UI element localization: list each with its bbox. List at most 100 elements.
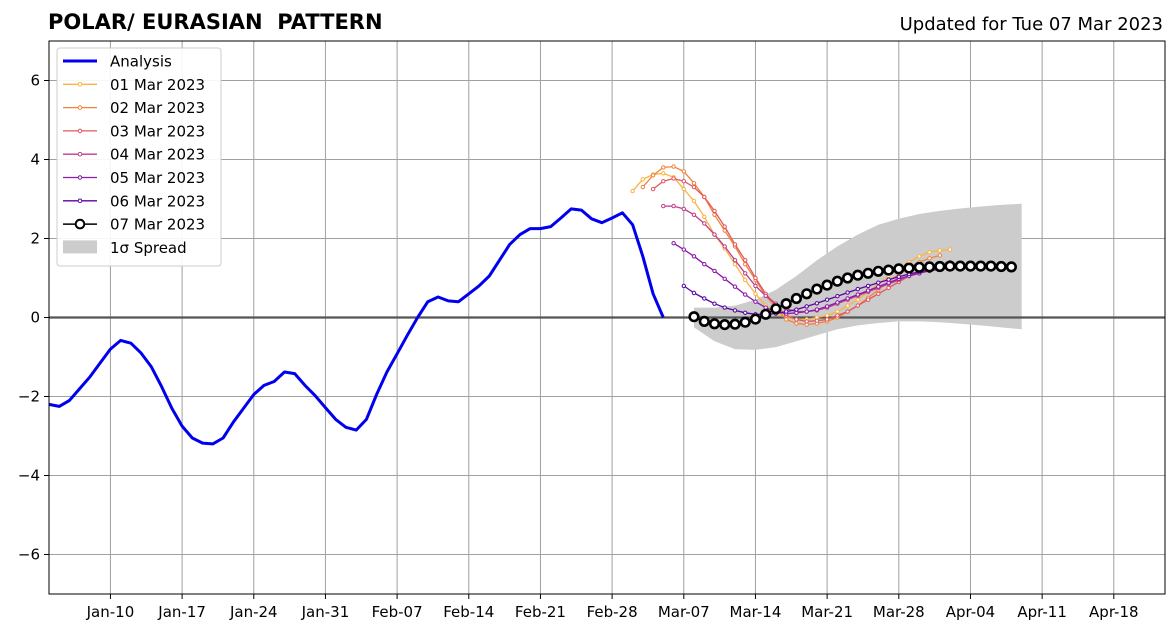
series-point — [835, 309, 840, 314]
x-tick-label: Feb-21 — [515, 603, 566, 621]
series-06-mar-2023 — [681, 264, 953, 317]
series-point — [671, 203, 676, 209]
legend-swatch-marker — [77, 151, 83, 157]
series-point — [650, 173, 656, 178]
series-point — [862, 267, 874, 279]
series-point — [712, 268, 717, 274]
series-point — [804, 304, 809, 309]
series-point — [855, 297, 860, 302]
series-point — [780, 298, 792, 310]
series-point — [681, 247, 686, 252]
series-point — [739, 316, 751, 328]
x-tick-label: Mar-21 — [801, 603, 853, 621]
series-point — [753, 283, 758, 289]
legend-item: 03 Mar 2023 — [63, 122, 205, 140]
series-point — [790, 292, 803, 305]
series-point — [876, 284, 881, 289]
series-point — [753, 299, 758, 304]
series-point — [743, 292, 748, 297]
series-point — [831, 275, 844, 287]
series-point — [947, 247, 953, 252]
series-point — [876, 280, 881, 285]
legend-swatch-patch — [63, 240, 97, 254]
series-point — [937, 248, 942, 253]
series-point — [886, 277, 891, 282]
series-point — [937, 253, 942, 258]
series-point — [804, 309, 809, 314]
series-point — [702, 221, 707, 226]
legend-item: 04 Mar 2023 — [63, 146, 205, 164]
series-point — [824, 304, 830, 309]
series-point — [985, 260, 997, 272]
series-point — [691, 181, 697, 186]
series-point — [681, 169, 686, 174]
series-point — [732, 262, 738, 267]
series-point — [865, 283, 871, 289]
series-point — [763, 293, 768, 298]
legend-swatch-marker — [77, 128, 83, 134]
series-point — [927, 250, 932, 255]
series-point — [954, 260, 966, 272]
legend-item: 02 Mar 2023 — [63, 99, 205, 117]
series-point — [845, 309, 850, 314]
legend-label: Analysis — [110, 53, 172, 71]
x-tick-label: Mar-07 — [658, 603, 710, 621]
series-point — [732, 284, 738, 289]
series-point — [845, 290, 850, 295]
series-point — [1005, 261, 1018, 273]
legend-swatch-marker — [77, 175, 83, 180]
series-point — [650, 186, 656, 192]
series-point — [794, 317, 799, 322]
series-point — [743, 258, 748, 263]
y-tick-label: 2 — [30, 230, 40, 248]
x-tick-label: Mar-28 — [873, 603, 925, 621]
series-07-mar-2023 — [688, 260, 1018, 331]
series-point — [811, 283, 823, 295]
legend-item: 05 Mar 2023 — [63, 169, 205, 187]
series-point — [753, 275, 758, 281]
x-tick-label: Jan-17 — [157, 603, 206, 621]
series-point — [732, 258, 738, 263]
legend-label: 1σ Spread — [110, 239, 187, 257]
x-tick-label: Apr-18 — [1089, 603, 1139, 621]
series-point — [872, 265, 884, 277]
series-point — [855, 292, 860, 297]
series-point — [722, 224, 727, 229]
series-point — [681, 283, 686, 289]
legend-swatch-marker — [77, 105, 83, 110]
legend-item: 06 Mar 2023 — [63, 192, 205, 210]
series-point — [882, 264, 895, 276]
series-point — [743, 271, 748, 276]
series-point — [743, 277, 748, 283]
series-point — [702, 262, 707, 267]
legend: Analysis 01 Mar 2023 02 Mar 2023 03 Mar 202… — [56, 47, 222, 267]
x-tick-label: Jan-24 — [229, 603, 278, 621]
series-point — [688, 311, 700, 323]
series-point — [712, 301, 717, 306]
series-point — [804, 319, 809, 324]
series-point — [702, 296, 707, 301]
x-tick-label: Feb-14 — [443, 603, 494, 621]
series-point — [722, 276, 727, 281]
legend-label: 02 Mar 2023 — [110, 99, 205, 117]
series-point — [671, 164, 676, 169]
series-point — [865, 288, 871, 293]
y-tick-label: 0 — [30, 309, 40, 327]
legend-label: 04 Mar 2023 — [110, 146, 205, 164]
forecast-series-layer — [630, 164, 1018, 331]
series-point — [681, 186, 686, 192]
series-point — [824, 297, 830, 302]
series-point — [784, 317, 789, 322]
series-point — [886, 285, 891, 291]
series-point — [719, 319, 731, 331]
series-point — [893, 263, 905, 275]
series-point — [855, 286, 860, 292]
series-point — [732, 242, 738, 247]
series-point — [995, 260, 1007, 273]
legend-label: 01 Mar 2023 — [110, 76, 205, 94]
legend-label: 06 Mar 2023 — [110, 192, 205, 210]
series-point — [845, 296, 850, 301]
series-point — [681, 206, 686, 212]
series-point — [760, 308, 772, 320]
